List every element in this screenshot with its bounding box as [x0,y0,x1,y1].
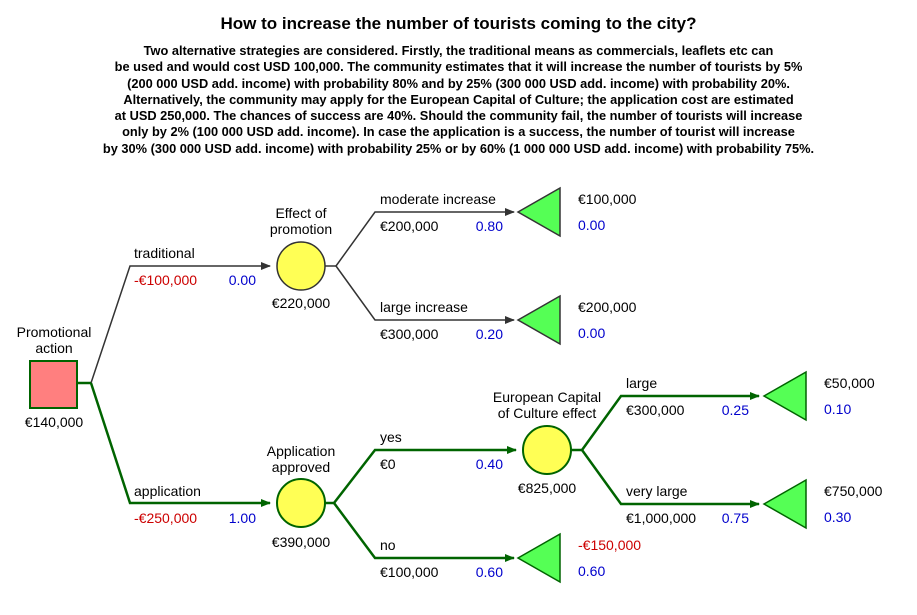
decision-node [29,360,78,409]
terminal-value-large-increase: €200,000 [578,299,637,315]
cost-application: -€250,000 [134,510,197,526]
cost-traditional: -€100,000 [134,272,197,288]
prob-traditional: 0.00 [229,272,256,288]
branch-large-increase [335,265,515,324]
prob-yes: 0.40 [476,456,503,472]
chance-node-application [276,478,326,528]
chance-node-ecoc [522,425,572,475]
branch-application [89,382,271,507]
chance-node-promotion [276,241,326,291]
prob-no: 0.60 [476,564,503,580]
root-label: Promotional [17,324,92,340]
terminal-prob-moderate: 0.00 [578,217,605,233]
branch-label-moderate: moderate increase [380,191,496,207]
page-title: How to increase the number of tourists c… [220,14,697,33]
terminal-prob-large: 0.10 [824,401,851,417]
description-line: Alternatively, the community may apply f… [123,91,794,107]
root-value: €140,000 [25,414,84,430]
terminal-prob-no: 0.60 [578,563,605,579]
terminal-node-large [762,370,807,422]
branch-label-application: application [134,483,201,499]
branch-no [332,502,515,562]
terminal-value-large: €50,000 [824,375,875,391]
branch-label-traditional: traditional [134,245,195,261]
node-label-ecoc: of Culture effect [498,405,597,421]
branch-very-large [580,449,760,508]
node-value-application: €390,000 [272,534,331,550]
branch-moderate-increase [335,208,515,267]
payoff-very-large: €1,000,000 [626,510,696,526]
description-line: be used and would cost USD 100,000. The … [114,59,803,75]
description-line: at USD 250,000. The chances of success a… [114,108,803,124]
branch-yes [333,446,517,504]
payoff-no: €100,000 [380,564,439,580]
node-label-application: Application [267,443,336,459]
terminal-value-moderate: €100,000 [578,191,637,207]
terminal-prob-very-large: 0.30 [824,509,851,525]
node-label-promotion: promotion [270,221,332,237]
branch-label-very-large: very large [626,483,688,499]
description-line: (200 000 USD add. income) with probabili… [127,75,790,91]
payoff-moderate: €200,000 [380,218,439,234]
branch-label-yes: yes [380,429,402,445]
description-line: Two alternative strategies are considere… [143,43,774,58]
description-line: by 30% (300 000 USD add. income) with pr… [102,140,815,156]
payoff-large: €300,000 [626,402,685,418]
payoff-large-increase: €300,000 [380,326,439,342]
prob-large: 0.25 [722,402,749,418]
branch-large [580,392,760,451]
node-value-ecoc: €825,000 [518,480,577,496]
prob-large-increase: 0.20 [476,326,503,342]
terminal-prob-large-increase: 0.00 [578,325,605,341]
terminal-node-large-increase [516,294,561,346]
branch-label-large-increase: large increase [380,299,468,315]
payoff-yes: €0 [380,456,396,472]
prob-moderate: 0.80 [476,218,503,234]
node-label-promotion: Effect of [275,205,326,221]
terminal-node-very-large [762,478,807,530]
node-value-promotion: €220,000 [272,295,331,311]
node-label-application: approved [272,459,330,475]
prob-very-large: 0.75 [722,510,749,526]
terminal-value-very-large: €750,000 [824,483,883,499]
terminal-node-moderate [516,186,561,238]
terminal-value-no: -€150,000 [578,537,641,553]
branch-traditional [90,262,271,384]
prob-application: 1.00 [229,510,256,526]
branch-label-no: no [380,537,396,553]
terminal-node-no [516,532,561,584]
problem-description: Two alternative strategies are considere… [40,43,877,157]
description-line: only by 2% (100 000 USD add. income). In… [122,124,795,140]
root-label: action [35,340,72,356]
branch-label-large: large [626,375,657,391]
node-label-ecoc: European Capital [493,389,601,405]
